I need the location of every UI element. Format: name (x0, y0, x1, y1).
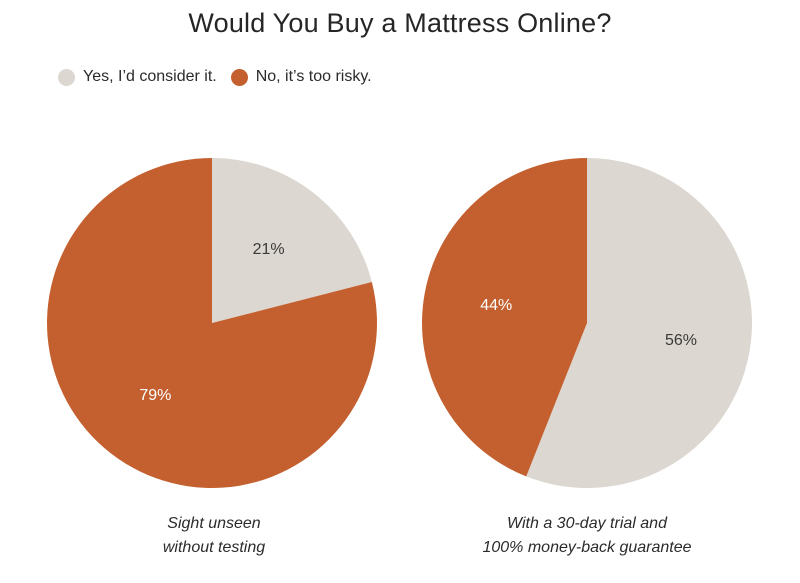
pie-2-label-yes: 56% (665, 332, 697, 349)
pie-1-label-no: 79% (139, 387, 171, 404)
legend-item-yes: Yes, I’d consider it. (58, 68, 217, 86)
legend-label-yes: Yes, I’d consider it. (83, 68, 217, 85)
legend: Yes, I’d consider it. No, it’s too risky… (58, 68, 386, 86)
pie-2-slice-no (422, 158, 587, 477)
chart-title: Would You Buy a Mattress Online? (188, 8, 612, 38)
pie-caption-sight-unseen: Sight unseen without testing (162, 515, 266, 556)
pie-caption-trial-guarantee: With a 30-day trial and 100% money-back … (482, 515, 692, 556)
legend-swatch-yes (58, 68, 75, 86)
pie-1-label-yes: 21% (253, 241, 285, 258)
pie-1-slice-no (47, 158, 378, 488)
legend-swatch-no (230, 68, 248, 86)
pie-1-slice-yes (212, 158, 372, 323)
pie-2-slice-yes (526, 158, 753, 489)
pie-2-label-no: 44% (480, 297, 512, 314)
legend-label-no: No, it’s too risky. (255, 68, 372, 85)
legend-item-no: No, it’s too risky. (230, 68, 372, 86)
